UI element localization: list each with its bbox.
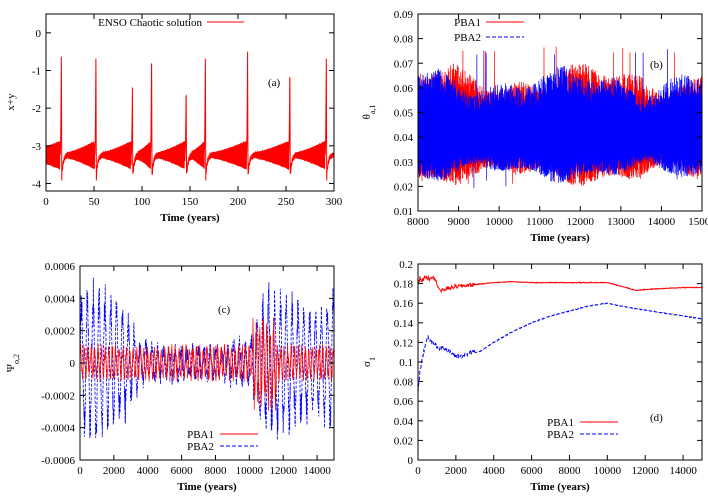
x-tick-label: 8000: [204, 465, 227, 477]
y-tick-label: 0.02: [394, 435, 413, 447]
series-pba2-line: [418, 302, 702, 393]
x-tick-label: 14000: [303, 465, 331, 477]
panel-b-xlabel: Time (years): [530, 232, 590, 244]
y-tick-label: -0.0002: [41, 390, 75, 402]
x-tick-label: 9000: [448, 216, 471, 228]
panel-d-xlabel: Time (years): [530, 481, 590, 493]
y-tick-label: 0.02: [394, 181, 413, 193]
panel-c-label: (c): [218, 304, 231, 316]
y-tick-label: 0.2: [399, 259, 413, 271]
y-tick-label: 0.0002: [45, 326, 75, 338]
y-tick-label: -0.0004: [41, 423, 75, 435]
y-tick-label: -4: [32, 178, 42, 190]
x-tick-label: 2000: [103, 465, 126, 477]
y-tick-label: 0.18: [394, 279, 414, 291]
y-tick-label: 0.07: [394, 58, 414, 70]
panel-a-enso: 0 50 100 150 200 250 300 0 -1 -2 -3 -4 Time (years)…: [5, 13, 343, 224]
x-tick-label: 14000: [648, 216, 676, 228]
legend-pba1-label: PBA1: [187, 429, 214, 441]
x-tick-label: 2000: [445, 465, 468, 477]
y-tick-label: 0.16: [394, 298, 414, 310]
panel-d-legend: PBA1 PBA2: [547, 417, 618, 441]
panel-c-psi: 0 2000 4000 6000 8000 10000 12000 14000 -0.0006 -…: [5, 261, 335, 493]
y-tick-label: 0.04: [394, 416, 414, 428]
y-tick-label: 0.08: [394, 377, 414, 389]
y-tick-label: 0.0004: [45, 293, 76, 305]
panel-d-label: (d): [650, 412, 663, 424]
x-tick-label: 6000: [521, 465, 544, 477]
legend-pba2-label: PBA2: [454, 32, 481, 44]
y-tick-label: 0.06: [394, 396, 414, 408]
panel-b-legend: PBA1 PBA2: [454, 17, 524, 44]
y-tick-label: 0.06: [394, 83, 414, 95]
x-tick-label: 4000: [483, 465, 506, 477]
y-tick-label: 0.08: [394, 34, 414, 46]
y-tick-label: 0: [70, 358, 76, 370]
series-pba1-line: [80, 317, 334, 411]
x-tick-label: 14000: [669, 465, 697, 477]
panel-b-label: (b): [650, 59, 663, 71]
x-tick-label: 0: [415, 465, 421, 477]
x-tick-label: 0: [43, 196, 49, 208]
series-pba2-line: [418, 49, 702, 189]
y-tick-label: 0.0006: [45, 261, 76, 273]
x-tick-label: 10000: [594, 465, 622, 477]
x-tick-label: 6000: [171, 465, 194, 477]
panel-c-ylabel: Ψo,2: [5, 354, 21, 372]
legend-pba2-label: PBA2: [547, 429, 574, 441]
x-tick-label: 8000: [407, 216, 430, 228]
x-tick-label: 300: [326, 196, 343, 208]
y-tick-label: 0.01: [394, 206, 413, 218]
x-tick-label: 13000: [607, 216, 635, 228]
y-tick-label: -3: [32, 141, 42, 153]
y-tick-label: -0.0006: [41, 455, 75, 467]
y-tick-label: 0.04: [394, 132, 414, 144]
y-tick-label: 0.1: [399, 357, 413, 369]
y-tick-label: 0: [408, 455, 414, 467]
y-tick-label: 0.05: [394, 108, 414, 120]
x-tick-label: 200: [230, 196, 247, 208]
panel-b-ylabel: θa,1: [361, 105, 377, 120]
legend-pba1-label: PBA1: [454, 17, 481, 29]
y-tick-label: 0.12: [394, 337, 413, 349]
panel-a-xlabel: Time (years): [160, 212, 220, 224]
y-tick-label: 0: [36, 28, 42, 40]
panel-c-legend: PBA1 PBA2: [187, 429, 258, 453]
y-tick-label: -1: [32, 65, 41, 77]
panel-d-sigma: 0 2000 4000 6000 8000 10000 12000 14000 0 0.02 0.0…: [361, 259, 703, 493]
x-tick-label: 12000: [631, 465, 659, 477]
y-tick-label: 0.09: [394, 9, 414, 21]
y-tick-label: 0.03: [394, 157, 414, 169]
x-tick-label: 10000: [236, 465, 264, 477]
panel-a-ylabel: x+y: [5, 93, 17, 111]
series-pba2-line: [80, 277, 334, 440]
legend-pba1-label: PBA1: [547, 417, 574, 429]
x-tick-label: 0: [77, 465, 83, 477]
legend-pba2-label: PBA2: [187, 441, 214, 453]
x-tick-label: 100: [134, 196, 151, 208]
panel-c-xlabel: Time (years): [177, 481, 237, 493]
panel-a-legend: ENSO Chaotic solution: [98, 17, 244, 29]
panel-d-ylabel: σ1: [361, 357, 377, 367]
x-tick-label: 250: [278, 196, 295, 208]
x-tick-label: 10000: [485, 216, 513, 228]
x-tick-label: 11000: [526, 216, 554, 228]
legend-enso-label: ENSO Chaotic solution: [98, 17, 202, 29]
x-tick-label: 12000: [269, 465, 297, 477]
x-tick-label: 4000: [137, 465, 160, 477]
series-pba1-line: [418, 274, 702, 294]
y-tick-label: 0.14: [394, 318, 414, 330]
series-enso-line: [46, 51, 334, 181]
x-tick-label: 50: [89, 196, 101, 208]
x-tick-label: 12000: [567, 216, 595, 228]
panel-a-label: (a): [268, 77, 281, 89]
x-tick-label: 8000: [558, 465, 581, 477]
x-tick-label: 150: [182, 196, 199, 208]
y-tick-label: -2: [32, 103, 41, 115]
